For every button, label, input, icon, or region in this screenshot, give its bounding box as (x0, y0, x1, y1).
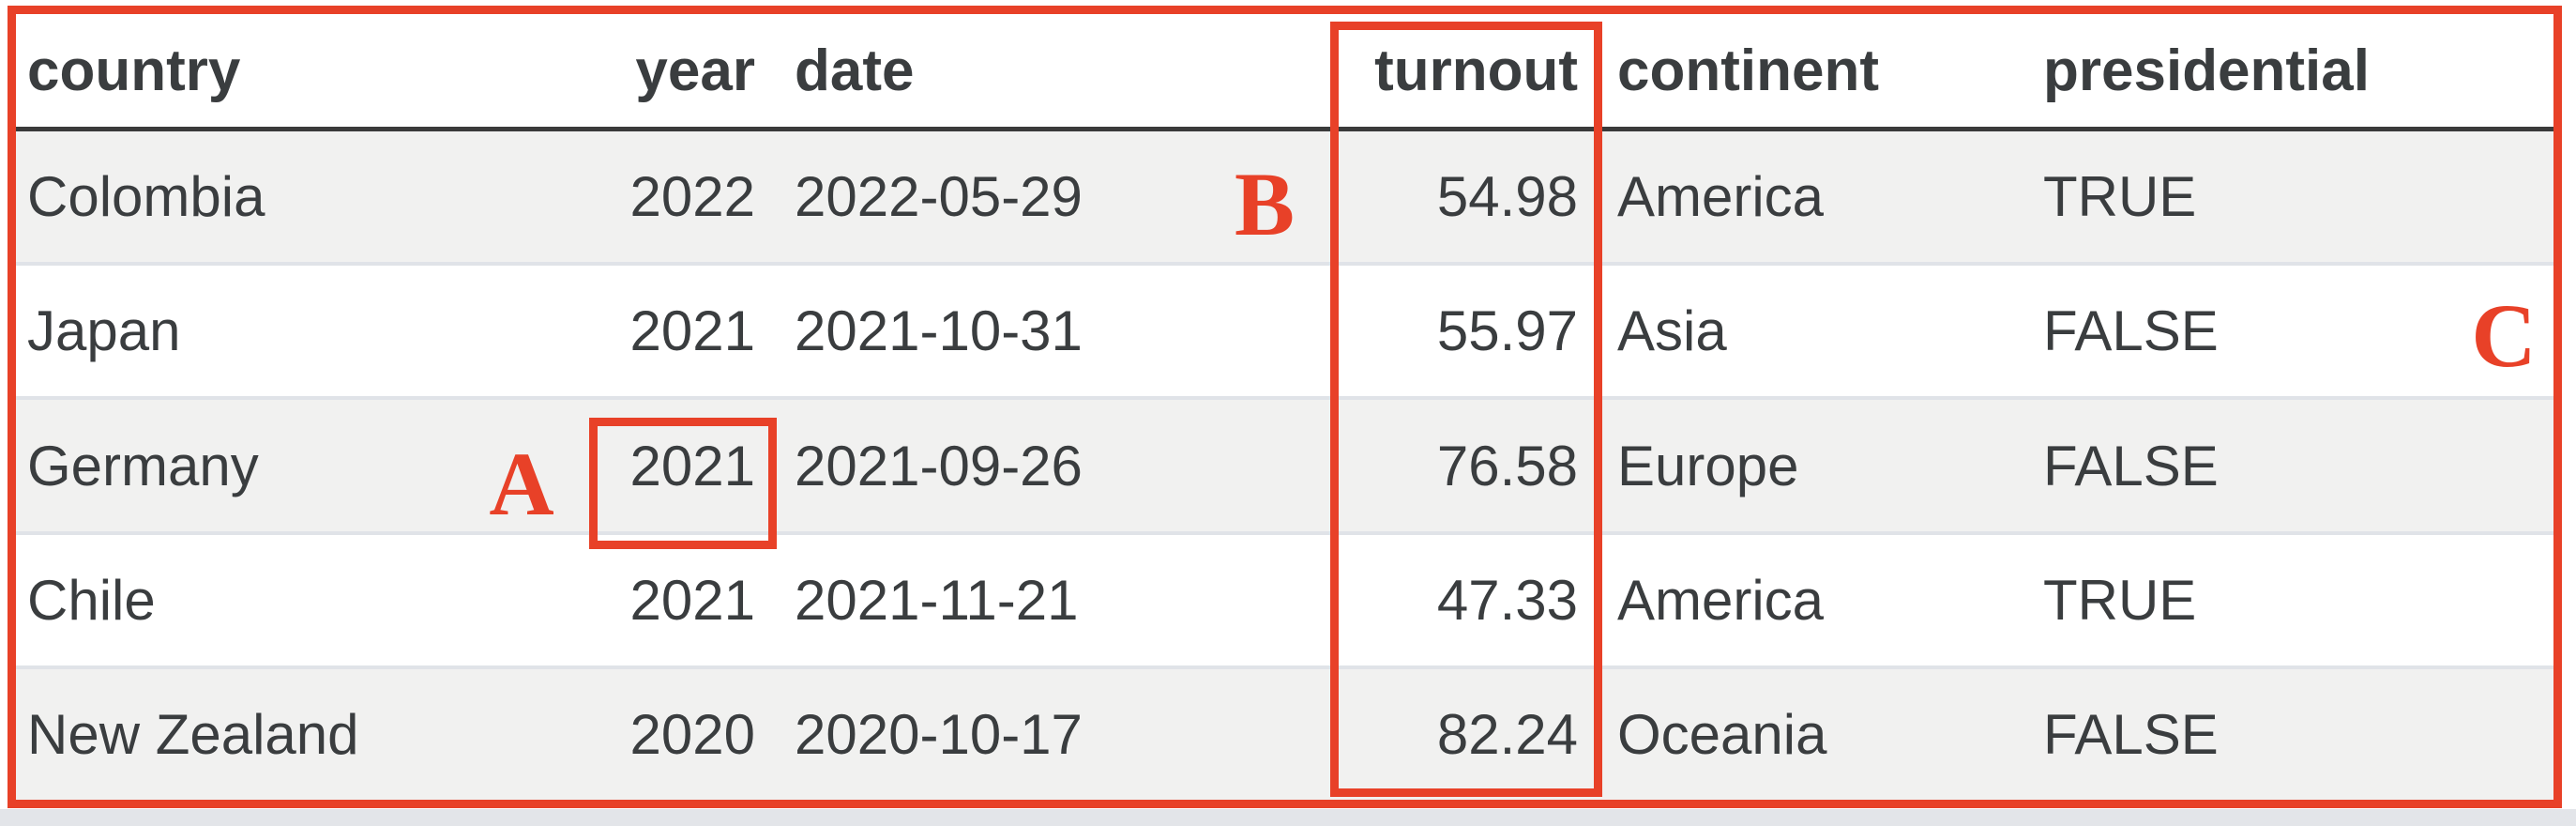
cell-year: 2020 (629, 702, 755, 766)
cell-presidential: TRUE (2043, 165, 2197, 229)
column-header-date: date (795, 38, 915, 103)
table-row: New Zealand 2020 2020-10-17 82.24 Oceania FAL… (16, 665, 2553, 801)
table-row: Colombia 2022 2022-05-29 54.98 America TRUE (16, 131, 2553, 263)
cell-date: 2021-10-31 (795, 299, 1083, 363)
cell-country: Japan (27, 299, 181, 363)
cell-turnout: 82.24 (1436, 702, 1578, 766)
cell-date: 2020-10-17 (795, 702, 1083, 766)
cell-year: 2021 (629, 299, 755, 363)
cell-presidential: FALSE (2043, 434, 2219, 497)
column-header-presidential: presidential (2043, 38, 2370, 103)
cell-turnout: 76.58 (1436, 434, 1578, 497)
cell-turnout: 47.33 (1436, 568, 1578, 632)
cell-year: 2021 (629, 568, 755, 632)
cell-country: Chile (27, 568, 156, 632)
table-header-row: country year date turnout continent president… (16, 14, 2553, 131)
cell-turnout: 54.98 (1436, 165, 1578, 229)
cell-country: Colombia (27, 165, 265, 229)
cell-continent: Europe (1617, 434, 1799, 497)
cell-continent: America (1617, 165, 1825, 229)
cell-continent: America (1617, 568, 1825, 632)
cell-turnout: 55.97 (1436, 299, 1578, 363)
cell-country: Germany (27, 434, 259, 497)
cell-presidential: FALSE (2043, 702, 2219, 766)
column-header-continent: continent (1617, 38, 1879, 103)
table-row: Japan 2021 2021-10-31 55.97 Asia FALSE (16, 262, 2553, 397)
cropped-next-row-strip (0, 809, 2576, 826)
cell-year: 2022 (629, 165, 755, 229)
cell-presidential: TRUE (2043, 568, 2197, 632)
column-header-country: country (27, 38, 241, 103)
cell-year: 2021 (629, 434, 755, 497)
column-header-year: year (635, 38, 755, 103)
elections-table: country year date turnout continent president… (8, 6, 2562, 808)
column-header-turnout: turnout (1374, 38, 1578, 103)
cell-presidential: FALSE (2043, 299, 2219, 363)
cell-continent: Oceania (1617, 702, 1827, 766)
cell-date: 2021-11-21 (795, 568, 1079, 632)
cell-country: New Zealand (27, 702, 359, 766)
table-body: Colombia 2022 2022-05-29 54.98 America TRUE Ja… (16, 131, 2553, 801)
cell-date: 2022-05-29 (795, 165, 1083, 229)
cell-date: 2021-09-26 (795, 434, 1083, 497)
table-row: Chile 2021 2021-11-21 47.33 America TRUE (16, 530, 2553, 665)
table-row: Germany 2021 2021-09-26 76.58 Europe FALSE (16, 396, 2553, 531)
cell-continent: Asia (1617, 299, 1727, 363)
